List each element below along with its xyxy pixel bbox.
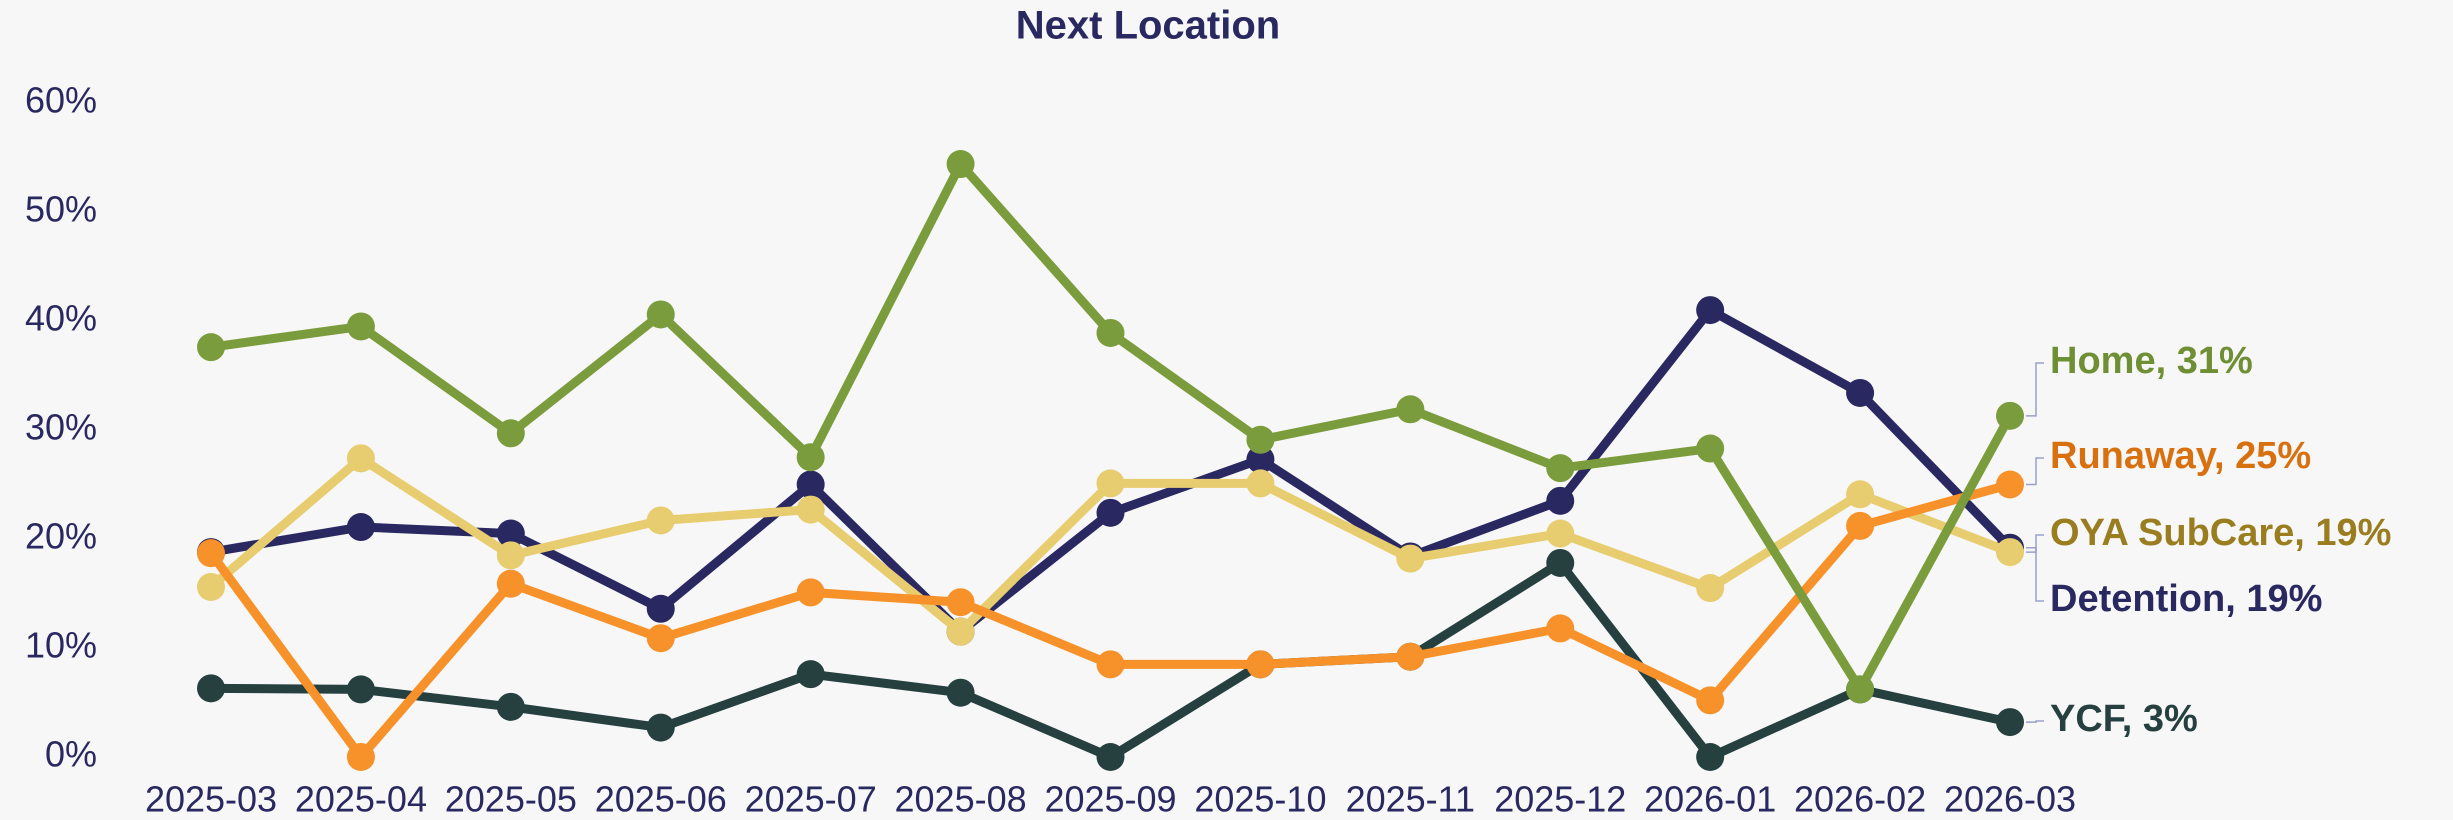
- point: [1696, 686, 1725, 715]
- x-tick-label: 2025-08: [895, 779, 1027, 820]
- x-tick-label: 2026-03: [1944, 779, 2076, 820]
- point: [346, 743, 375, 771]
- point: [197, 333, 225, 362]
- point: [496, 419, 525, 448]
- point: [346, 513, 375, 542]
- point: [496, 541, 525, 570]
- point: [1546, 614, 1575, 643]
- point: [1546, 519, 1575, 548]
- point: [1096, 498, 1125, 527]
- point: [646, 300, 675, 329]
- end-label: YCF, 3%: [2050, 698, 2198, 740]
- point: [1696, 743, 1725, 771]
- x-tick-label: 2025-10: [1194, 779, 1326, 820]
- point: [796, 578, 825, 607]
- point: [197, 572, 225, 601]
- point: [1246, 469, 1275, 498]
- y-tick-label: 50%: [25, 189, 97, 230]
- point: [1846, 378, 1875, 407]
- point: [1246, 650, 1275, 679]
- point: [1996, 470, 2024, 499]
- x-tick-label: 2025-05: [445, 779, 577, 820]
- point: [1096, 318, 1125, 347]
- x-tick-label: 2025-11: [1346, 779, 1475, 820]
- x-tick-label: 2025-04: [295, 779, 427, 820]
- point: [1996, 401, 2024, 430]
- point: [646, 594, 675, 623]
- point: [796, 443, 825, 472]
- point: [1396, 642, 1425, 671]
- y-tick-label: 10%: [25, 625, 97, 666]
- leader-line: [2026, 362, 2044, 417]
- leader-line: [2026, 546, 2044, 602]
- leader-line: [2026, 457, 2044, 486]
- chart-title: Next Location: [1016, 4, 1280, 48]
- y-tick-label: 40%: [25, 298, 97, 339]
- x-tick-label: 2026-02: [1794, 779, 1926, 820]
- x-tick-label: 2025-06: [595, 779, 727, 820]
- point: [646, 624, 675, 653]
- point: [1096, 469, 1125, 498]
- point: [1246, 425, 1275, 454]
- point: [1096, 650, 1125, 679]
- point: [346, 675, 375, 704]
- x-tick-label: 2025-12: [1494, 779, 1626, 820]
- point: [1546, 486, 1575, 515]
- point: [1996, 708, 2024, 737]
- end-label: Detention, 19%: [2050, 578, 2322, 620]
- point: [796, 660, 825, 689]
- point: [496, 569, 525, 598]
- leader-line: [2026, 534, 2044, 553]
- end-label: Runaway, 25%: [2050, 435, 2311, 477]
- y-tick-label: 0%: [45, 734, 97, 775]
- point: [496, 519, 525, 548]
- point: [946, 150, 975, 179]
- y-tick-label: 20%: [25, 516, 97, 557]
- point: [1846, 480, 1875, 509]
- end-label: Home, 31%: [2050, 340, 2253, 382]
- x-tick-label: 2025-03: [145, 779, 277, 820]
- point: [1396, 544, 1425, 573]
- x-tick-label: 2025-07: [745, 779, 877, 820]
- point: [1846, 675, 1875, 704]
- point: [796, 470, 825, 499]
- leader-line: [2026, 720, 2044, 723]
- point: [1096, 743, 1125, 771]
- point: [946, 588, 975, 617]
- y-tick-label: 60%: [25, 80, 97, 121]
- x-tick-label: 2026-01: [1644, 779, 1776, 820]
- point: [946, 678, 975, 707]
- end-label: OYA SubCare, 19%: [2050, 512, 2391, 554]
- point: [1696, 574, 1725, 603]
- point: [1546, 454, 1575, 483]
- point: [1696, 434, 1725, 463]
- x-tick-label: 2025-09: [1044, 779, 1176, 820]
- point: [1696, 296, 1725, 325]
- point: [346, 312, 375, 341]
- point: [946, 617, 975, 646]
- point: [1396, 395, 1425, 424]
- point: [1996, 538, 2024, 567]
- point: [1546, 548, 1575, 577]
- point: [496, 692, 525, 721]
- point: [646, 506, 675, 535]
- point: [197, 674, 225, 703]
- point: [1846, 511, 1875, 540]
- point: [197, 539, 225, 568]
- point: [1246, 445, 1275, 474]
- point: [346, 444, 375, 473]
- y-tick-label: 30%: [25, 407, 97, 448]
- point: [796, 495, 825, 524]
- point: [646, 713, 675, 742]
